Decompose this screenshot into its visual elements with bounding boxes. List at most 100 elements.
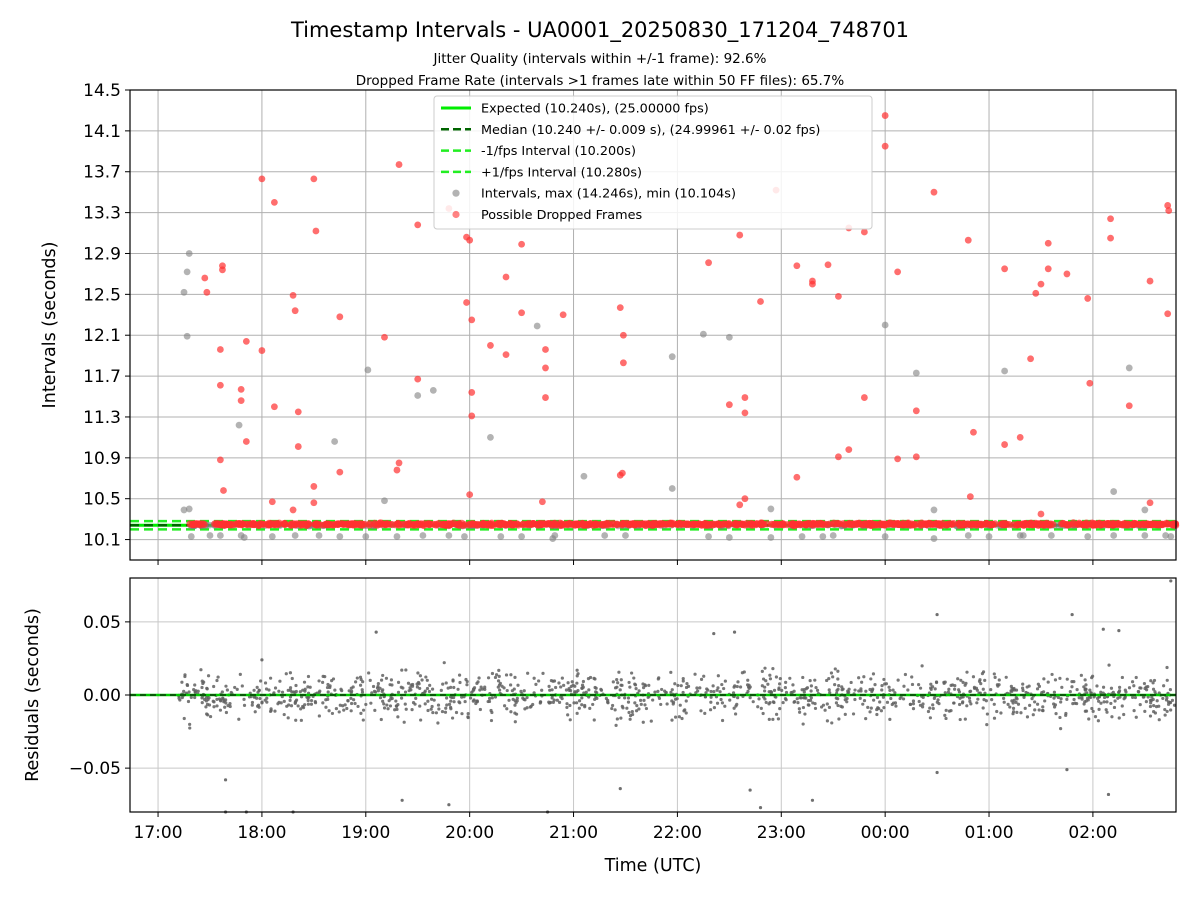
dropped-frame-point: [313, 520, 321, 528]
dropped-frame-point: [547, 520, 555, 528]
residual-point: [644, 684, 648, 688]
residual-point: [705, 687, 709, 691]
residual-point: [906, 688, 910, 692]
residual-point: [772, 688, 777, 692]
residual-point: [583, 705, 587, 709]
residual-point: [369, 701, 373, 705]
interval-point: [268, 533, 276, 540]
residual-point: [454, 710, 459, 715]
residual-point: [337, 710, 341, 714]
legend-box: [433, 95, 873, 230]
residual-point: [619, 716, 623, 720]
residual-point: [809, 696, 813, 700]
residual-point: [364, 702, 368, 707]
residual-point: [853, 697, 857, 702]
residual-point: [425, 678, 429, 682]
residual-point: [807, 703, 811, 707]
residual-point: [559, 685, 563, 689]
dropped-frame-point: [211, 520, 219, 528]
residual-point: [472, 686, 477, 690]
residual-point: [265, 700, 269, 704]
residual-point: [562, 683, 566, 687]
dropped-frame-point: [346, 520, 354, 528]
dropped-frame-point: [895, 520, 903, 528]
residual-point: [286, 716, 290, 720]
residual-point: [910, 675, 914, 679]
residual-point: [989, 688, 993, 692]
residual-point: [626, 700, 631, 704]
residual-point: [256, 703, 261, 707]
residual-point: [216, 675, 220, 679]
residual-point: [610, 703, 615, 708]
residual-point: [933, 687, 937, 691]
residual-point: [551, 700, 555, 705]
dropped-frame-point: [381, 333, 388, 341]
residual-point: [1014, 695, 1018, 700]
residual-point: [222, 699, 226, 703]
residual-point: [862, 675, 866, 679]
interval-point: [206, 532, 214, 539]
residual-point: [901, 697, 906, 701]
residual-point: [946, 690, 950, 694]
residual-point: [1130, 680, 1135, 684]
dropped-frame-point: [203, 288, 211, 296]
residual-point: [376, 689, 380, 693]
dropped-frame-point: [1001, 441, 1009, 448]
dropped-frame-point: [444, 520, 452, 528]
dropped-frame-point: [650, 520, 659, 529]
residual-point: [869, 677, 873, 681]
residual-point: [649, 719, 653, 723]
residual-point: [288, 686, 293, 690]
dropped-frame-point: [580, 521, 588, 529]
residual-point: [932, 696, 936, 700]
residual-point: [200, 701, 204, 705]
dropped-frame-point: [299, 520, 307, 528]
dropped-frame-point: [879, 520, 887, 528]
residual-point: [993, 675, 997, 679]
residual-point: [634, 687, 638, 691]
dropped-frame-point: [701, 520, 709, 528]
top-y-tick-label: 12.9: [83, 244, 121, 264]
residual-point: [415, 685, 420, 689]
interval-point: [1110, 532, 1118, 539]
residual-point: [376, 684, 380, 689]
residual-point: [400, 798, 404, 802]
residual-point: [299, 718, 303, 722]
residual-point: [547, 684, 551, 688]
residual-point: [221, 696, 225, 700]
residual-point: [447, 803, 451, 807]
dropped-frame-point: [667, 520, 676, 528]
residual-point: [505, 688, 509, 693]
residual-point: [211, 699, 215, 703]
residual-point: [784, 680, 788, 684]
residual-point: [303, 687, 307, 691]
residual-point: [406, 681, 411, 685]
residual-point: [1002, 700, 1006, 704]
residual-point: [1148, 714, 1153, 718]
residual-point: [698, 686, 702, 690]
dropped-frame-point: [1155, 520, 1163, 528]
residual-point: [1035, 687, 1040, 691]
residual-point: [709, 700, 713, 704]
residual-point: [748, 788, 752, 792]
residual-point: [653, 690, 657, 694]
dropped-frame-point: [911, 521, 919, 529]
residual-point: [1031, 713, 1035, 717]
residual-point: [1116, 696, 1120, 700]
residual-point: [403, 702, 407, 706]
residual-point: [716, 674, 720, 678]
residual-point: [778, 676, 782, 681]
dropped-frame-point: [736, 231, 744, 239]
residual-point: [277, 700, 281, 704]
residual-point: [801, 675, 805, 680]
dropped-frame-point: [802, 520, 810, 528]
residual-point: [708, 708, 713, 712]
residual-point: [584, 690, 588, 694]
residual-point: [449, 685, 453, 689]
interval-point: [235, 421, 243, 429]
dropped-frame-point: [1094, 520, 1102, 528]
residual-point: [732, 706, 736, 710]
x-tick-label: 19:00: [341, 823, 390, 843]
residual-point: [825, 702, 829, 706]
residual-point: [780, 688, 784, 692]
